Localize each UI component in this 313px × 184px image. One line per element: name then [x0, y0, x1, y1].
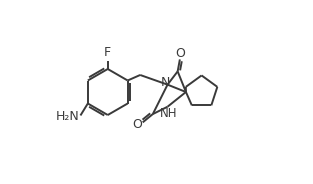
- Text: F: F: [104, 46, 111, 59]
- Text: O: O: [133, 118, 142, 131]
- Text: N: N: [161, 76, 170, 89]
- Text: NH: NH: [160, 107, 177, 120]
- Text: O: O: [176, 47, 185, 60]
- Text: H₂N: H₂N: [56, 110, 80, 123]
